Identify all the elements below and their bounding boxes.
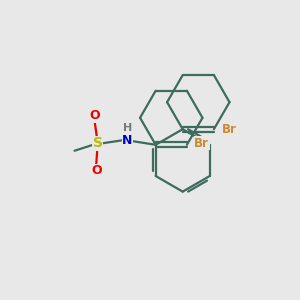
Text: S: S (93, 136, 103, 150)
Text: N: N (122, 134, 133, 147)
Text: Br: Br (194, 137, 209, 150)
Text: O: O (91, 164, 101, 177)
Text: H: H (123, 123, 133, 133)
Text: Br: Br (222, 123, 237, 136)
Text: O: O (89, 110, 100, 122)
